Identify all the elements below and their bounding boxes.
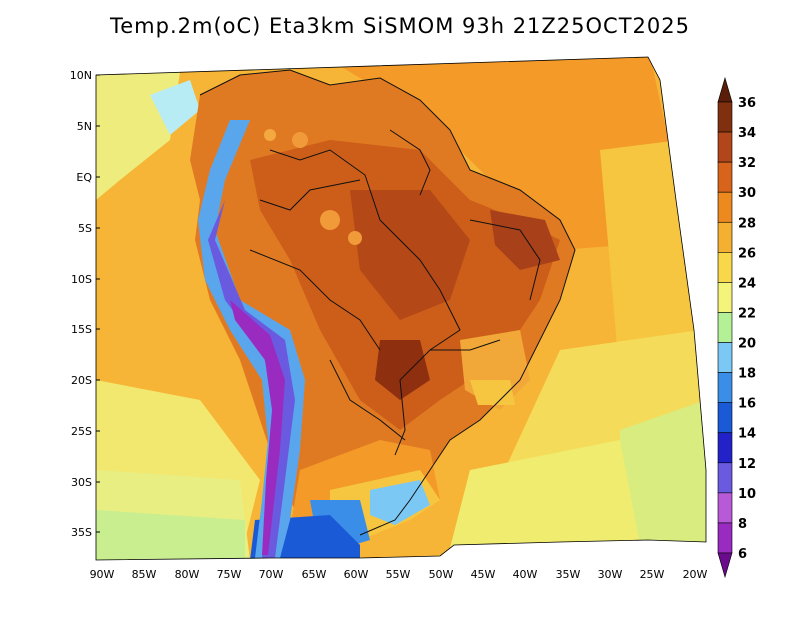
- lat-label: 20S: [71, 374, 92, 387]
- lat-label: 30S: [71, 476, 92, 489]
- colorbar-swatch: [717, 312, 733, 343]
- map-title: Temp.2m(oC) Eta3km SiSMOM 93h 21Z25OCT20…: [110, 14, 690, 38]
- colorbar-label: 14: [738, 427, 756, 442]
- lon-label: 75W: [217, 568, 242, 581]
- lat-label: 15S: [71, 323, 92, 336]
- colorbar-label: 32: [738, 156, 756, 171]
- colorbar-swatch: [717, 221, 733, 253]
- colorbar-swatch: [717, 101, 733, 133]
- colorbar-label: 22: [738, 306, 756, 321]
- colorbar-swatch: [717, 282, 733, 313]
- lon-label: 30W: [598, 568, 623, 581]
- colorbar-label: 36: [738, 96, 756, 111]
- lon-label: 85W: [132, 568, 157, 581]
- colorbar-label: 30: [738, 186, 756, 201]
- map-field: [96, 57, 706, 560]
- colorbar: 6 8 10 12 14 16 18 20 22 24 26 28 30 32 34 36: [717, 76, 756, 579]
- lon-label: 25W: [640, 568, 665, 581]
- colorbar-swatch: [717, 161, 733, 193]
- lat-label: 10S: [71, 273, 92, 286]
- colorbar-label: 8: [738, 517, 747, 532]
- lat-label: 35S: [71, 526, 92, 539]
- lon-label: 50W: [429, 568, 454, 581]
- domain-border: [95, 56, 707, 561]
- colorbar-label: 34: [738, 126, 756, 141]
- colorbar-swatch: [717, 432, 733, 464]
- lat-label: 5S: [78, 222, 92, 235]
- colorbar-min-arrow: [717, 552, 733, 579]
- longitude-axis: 90W 85W 80W 75W 70W 65W 60W 55W 50W 45W …: [90, 568, 708, 581]
- lon-label: 70W: [259, 568, 284, 581]
- lon-label: 55W: [386, 568, 411, 581]
- colorbar-swatch: [717, 191, 733, 223]
- colorbar-swatch: [717, 342, 733, 373]
- lon-label: 20W: [683, 568, 708, 581]
- colorbar-label: 18: [738, 367, 756, 382]
- colorbar-label: 12: [738, 457, 756, 472]
- colorbar-swatch: [717, 462, 733, 494]
- lon-label: 90W: [90, 568, 115, 581]
- colorbar-label: 6: [738, 547, 747, 562]
- colorbar-swatch: [717, 131, 733, 163]
- lon-label: 45W: [471, 568, 496, 581]
- lon-label: 35W: [556, 568, 581, 581]
- colorbar-swatch: [717, 492, 733, 524]
- lat-label: EQ: [76, 171, 92, 184]
- lon-label: 40W: [513, 568, 538, 581]
- colorbar-label: 16: [738, 397, 756, 412]
- lon-label: 65W: [302, 568, 327, 581]
- colorbar-swatch: [717, 372, 733, 403]
- latitude-axis: 10N 5N EQ 5S 10S 15S 20S 25S 30S 35S: [70, 69, 100, 539]
- lon-label: 80W: [175, 568, 200, 581]
- colorbar-max-arrow: [717, 76, 733, 103]
- colorbar-label: 10: [738, 487, 756, 502]
- colorbar-swatch: [717, 402, 733, 434]
- lat-label: 25S: [71, 425, 92, 438]
- country-borders: [199, 69, 576, 536]
- lat-label: 5N: [77, 120, 92, 133]
- colorbar-swatch: [717, 252, 733, 283]
- colorbar-label: 26: [738, 246, 756, 261]
- colorbar-label: 28: [738, 216, 756, 231]
- lon-label: 60W: [344, 568, 369, 581]
- colorbar-swatch: [717, 522, 733, 554]
- colorbar-label: 24: [738, 276, 756, 291]
- colorbar-label: 20: [738, 337, 756, 352]
- lat-label: 10N: [70, 69, 92, 82]
